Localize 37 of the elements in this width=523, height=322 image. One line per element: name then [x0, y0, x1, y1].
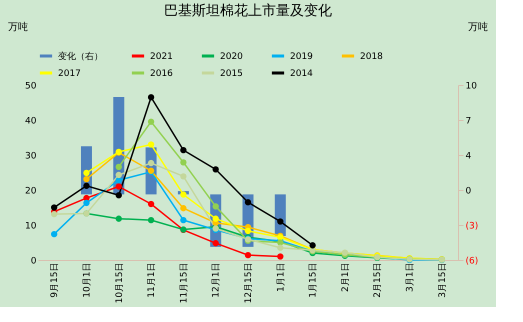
y2-tick-label: 0	[466, 186, 472, 196]
x-tick-label: 12月1日	[212, 262, 222, 298]
y2-tick-label: 10	[466, 82, 478, 92]
y-tick-label: 10	[25, 222, 37, 232]
x-tick-label: 2月15日	[373, 262, 384, 298]
legend-label: 2020	[220, 52, 244, 62]
legend-label: 2017	[58, 69, 81, 79]
y-tick-label: 30	[25, 152, 37, 162]
x-tick-label: 11月15日	[179, 262, 190, 304]
legend-label: 2016	[150, 69, 174, 79]
x-tick-label: 3月15日	[438, 262, 448, 298]
legend-label: 2019	[290, 52, 314, 62]
y-tick-label: 20	[25, 186, 37, 196]
legend-label: 2018	[360, 52, 384, 62]
x-tick-label: 10月15日	[114, 262, 125, 304]
x-tick-label: 1月1日	[276, 262, 286, 292]
x-tick-label: 3月1日	[406, 262, 416, 292]
y2-tick-label: (6)	[466, 256, 478, 266]
x-tick-label: 1月15日	[308, 262, 319, 298]
y-tick-label: 40	[25, 116, 37, 126]
legend-label: 变化（右）	[58, 51, 103, 62]
legend-label: 2021	[150, 52, 173, 62]
y-tick-label: 50	[25, 82, 37, 92]
y-tick-label: 0	[30, 256, 37, 266]
text: 万吨	[468, 21, 488, 33]
x-tick-label: 10月1日	[82, 262, 92, 298]
chart-title: 巴基斯坦棉花上市量及变化	[164, 3, 332, 19]
y2-tick-label: 7	[466, 116, 472, 126]
legend-label: 2014	[290, 69, 314, 79]
y2-tick-label: 4	[466, 152, 472, 162]
x-tick-label: 9月15日	[50, 262, 60, 298]
x-tick-label: 2月1日	[340, 262, 351, 292]
x-tick-label: 12月15日	[244, 262, 254, 304]
x-tick-label: 11月1日	[147, 262, 158, 298]
legend-label: 2015	[220, 69, 243, 79]
y2-tick-label: (3)	[466, 222, 478, 232]
text: 万吨	[8, 21, 28, 33]
